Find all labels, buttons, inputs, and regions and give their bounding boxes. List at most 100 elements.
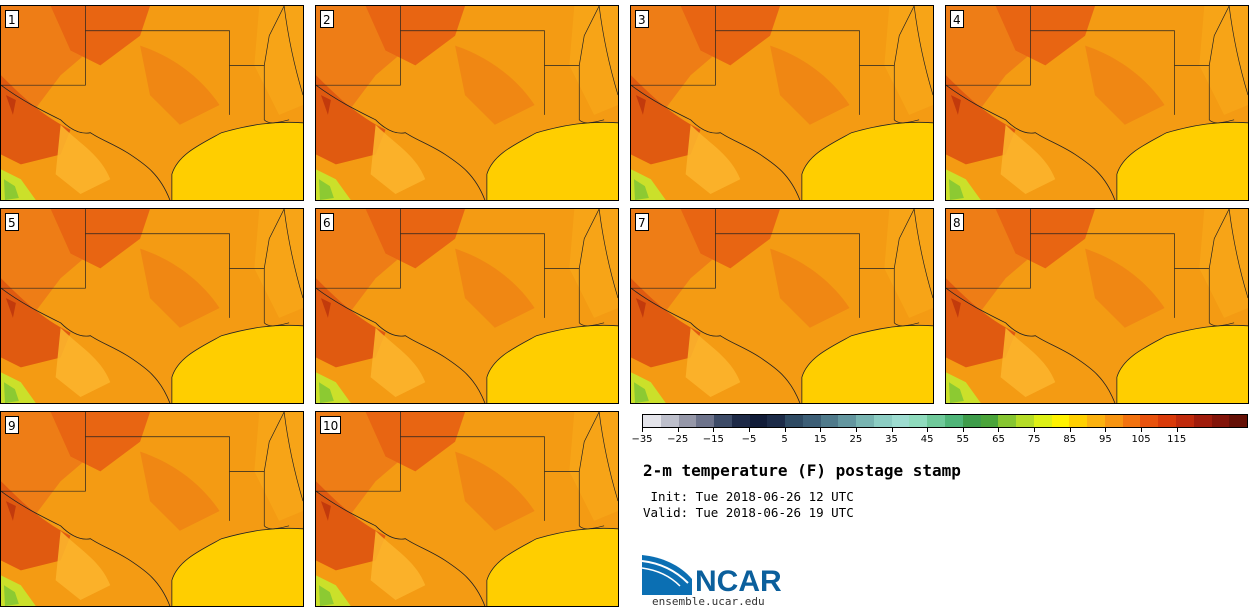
colorbar-swatch xyxy=(749,415,768,427)
colorbar-tick-mark xyxy=(927,428,929,432)
colorbar-tick-mark xyxy=(713,428,715,432)
colorbar-tick-label: 5 xyxy=(781,434,788,445)
colorbar-tick-label: 45 xyxy=(920,434,934,445)
member-label: 8 xyxy=(950,213,964,231)
colorbar-tick-label: 105 xyxy=(1131,434,1151,445)
colorbar-swatch xyxy=(945,415,963,427)
colorbar-tick-label: 55 xyxy=(956,434,970,445)
colorbar-swatch xyxy=(998,415,1017,427)
init-time: Init: Tue 2018-06-26 12 UTC xyxy=(643,489,854,504)
colorbar-tick-mark xyxy=(891,428,893,432)
temperature-map xyxy=(946,6,1248,200)
member-label: 7 xyxy=(635,213,649,231)
colorbar-swatch xyxy=(1051,415,1070,427)
colorbar-swatch xyxy=(1069,415,1088,427)
map-panel: 1 xyxy=(0,5,304,201)
colorbar-swatch xyxy=(1087,415,1105,427)
colorbar-tick-mark xyxy=(1141,428,1143,432)
colorbar-tick-label: −35 xyxy=(631,434,653,445)
colorbar-swatch xyxy=(1016,415,1034,427)
colorbar-tick-mark xyxy=(1069,428,1071,432)
colorbar-swatch xyxy=(802,415,821,427)
colorbar-swatch xyxy=(1104,415,1123,427)
colorbar-swatch xyxy=(660,415,679,427)
colorbar-tick-label: −5 xyxy=(741,434,757,445)
colorbar-tick-mark xyxy=(998,428,1000,432)
colorbar-swatch xyxy=(1211,415,1230,427)
colorbar-swatch xyxy=(696,415,715,427)
temperature-map xyxy=(1,412,303,606)
temperature-map xyxy=(631,209,933,403)
member-label: 5 xyxy=(5,213,19,231)
temperature-map xyxy=(946,209,1248,403)
colorbar-swatch xyxy=(785,415,803,427)
logo-text: NCAR xyxy=(695,565,782,595)
colorbar-tick-label: 95 xyxy=(1099,434,1112,445)
colorbar-swatch xyxy=(731,415,750,427)
temperature-map xyxy=(1,209,303,403)
colorbar-tick-label: 15 xyxy=(813,434,827,445)
member-label: 2 xyxy=(320,10,334,28)
colorbar-tick-label: 25 xyxy=(849,434,863,445)
member-label: 9 xyxy=(5,416,19,434)
colorbar-swatch xyxy=(678,415,697,427)
temperature-map xyxy=(1,6,303,200)
plot-title: 2-m temperature (F) postage stamp xyxy=(643,461,961,480)
colorbar-tick-mark xyxy=(784,428,786,432)
colorbar-tick-mark xyxy=(677,428,679,432)
member-label: 10 xyxy=(320,416,342,434)
colorbar-swatch xyxy=(767,415,786,427)
map-panel: 4 xyxy=(945,5,1249,201)
map-panel: 6 xyxy=(315,208,619,404)
temperature-map xyxy=(631,6,933,200)
member-label: 4 xyxy=(950,10,964,28)
colorbar-swatch xyxy=(1175,415,1194,427)
colorbar-tick-label: 75 xyxy=(1027,434,1041,445)
temperature-map xyxy=(316,209,618,403)
colorbar-swatches xyxy=(642,414,1248,428)
colorbar-swatch xyxy=(927,415,946,427)
map-panel: 3 xyxy=(630,5,934,201)
colorbar-tick-label: 35 xyxy=(885,434,898,445)
colorbar-tick-label: 85 xyxy=(1063,434,1077,445)
map-panel: 9 xyxy=(0,411,304,607)
colorbar-swatch xyxy=(820,415,839,427)
map-panel: 2 xyxy=(315,5,619,201)
colorbar-swatch xyxy=(838,415,857,427)
map-panel: 10 xyxy=(315,411,619,607)
colorbar-swatch xyxy=(1140,415,1159,427)
colorbar-swatch xyxy=(714,415,732,427)
colorbar-tick-mark xyxy=(1034,428,1036,432)
colorbar-swatch xyxy=(873,415,892,427)
colorbar-swatch xyxy=(1158,415,1176,427)
colorbar-tick-label: −15 xyxy=(702,434,724,445)
colorbar-tick-mark xyxy=(962,428,964,432)
map-panel: 5 xyxy=(0,208,304,404)
colorbar-tick-mark xyxy=(820,428,822,432)
member-label: 6 xyxy=(320,213,334,231)
colorbar-tick-mark xyxy=(642,428,643,432)
colorbar-tick-label: −25 xyxy=(667,434,689,445)
colorbar-tick-label: 65 xyxy=(992,434,1005,445)
colorbar-swatch xyxy=(1229,415,1248,427)
colorbar-swatch xyxy=(1122,415,1141,427)
colorbar-tick-mark xyxy=(748,428,750,432)
colorbar-swatch xyxy=(856,415,874,427)
map-panel: 8 xyxy=(945,208,1249,404)
colorbar-swatch xyxy=(1193,415,1212,427)
colorbar-ticks: −35 −25 −15 −5 5 15 25 35 45 55 65 75 85 95 105 115 xyxy=(631,428,1248,448)
colorbar-tick-mark xyxy=(1176,428,1178,432)
ncar-logo: NCAR xyxy=(642,555,782,595)
map-panel: 7 xyxy=(630,208,934,404)
colorbar-swatch xyxy=(1033,415,1052,427)
logo-url: ensemble.ucar.edu xyxy=(652,595,765,608)
temperature-map xyxy=(316,6,618,200)
colorbar-swatch xyxy=(980,415,999,427)
member-label: 1 xyxy=(5,10,19,28)
colorbar-swatch xyxy=(909,415,928,427)
colorbar-tick-label: 115 xyxy=(1167,434,1187,445)
valid-time: Valid: Tue 2018-06-26 19 UTC xyxy=(643,505,854,520)
colorbar-tick-mark xyxy=(855,428,857,432)
colorbar-tick-mark xyxy=(1105,428,1107,432)
member-label: 3 xyxy=(635,10,649,28)
